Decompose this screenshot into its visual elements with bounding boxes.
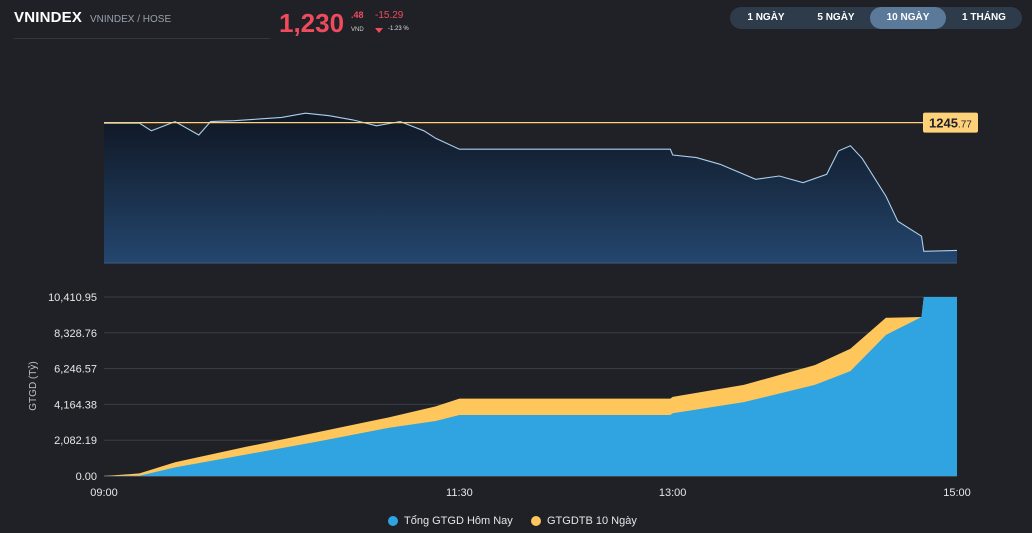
y-tick-label: 6,246.57 (54, 364, 97, 376)
tab-10-days[interactable]: 10 NGÀY (870, 7, 946, 29)
x-tick-label: 09:00 (90, 487, 118, 499)
legend-label-today[interactable]: Tổng GTGD Hôm Nay (404, 515, 513, 527)
x-tick-label: 11:30 (446, 487, 473, 499)
ticker-symbol: VNINDEX (14, 9, 83, 26)
y-tick-label: 10,410.95 (48, 292, 97, 304)
legend-dot-average (531, 516, 541, 526)
x-tick-label: 13:00 (659, 487, 687, 499)
exchange-subtitle: VNINDEX / HOSE (90, 14, 172, 25)
y-tick-label: 2,082.19 (54, 435, 97, 447)
down-arrow-icon (375, 28, 383, 33)
header-underline (14, 38, 270, 39)
chart-legend: Tổng GTGD Hôm Nay GTGDTB 10 Ngày (0, 512, 1032, 530)
range-tabs: 1 NGÀY 5 NGÀY 10 NGÀY 1 THÁNG (730, 7, 1022, 29)
y-tick-label: 8,328.76 (54, 328, 97, 340)
price-change: -15.29 (375, 10, 404, 21)
tab-1-day[interactable]: 1 NGÀY (747, 12, 785, 23)
price-line (104, 112, 958, 252)
legend-label-average[interactable]: GTGDTB 10 Ngày (547, 515, 637, 527)
price-unit: VND (351, 27, 364, 33)
x-tick-label: 15:00 (943, 487, 971, 499)
trading-value-chart: 0.00 2,082.19 4,164.38 6,246.57 8,328.76 10,4… (27, 292, 971, 499)
y-tick-label: 0.00 (76, 471, 97, 483)
tab-1-month[interactable]: 1 THÁNG (962, 12, 1006, 23)
tab-5-days[interactable]: 5 NGÀY (817, 12, 855, 23)
reference-label: 1245.77 (929, 116, 972, 131)
price-decimal: .48 (351, 10, 364, 20)
y-axis-label: GTGD (Tỷ) (27, 361, 39, 410)
header: VNINDEX VNINDEX / HOSE 1,230 .48 VND -15… (0, 0, 1032, 44)
price-change-percent: -1.23 % (388, 26, 409, 32)
price-area (104, 113, 957, 263)
area-today-total (104, 297, 957, 476)
current-price: 1,230 (279, 8, 345, 38)
y-tick-label: 4,164.38 (54, 399, 97, 411)
legend-dot-today (388, 516, 398, 526)
price-chart: 1245.77 (104, 112, 978, 264)
reference-label-box (923, 112, 978, 133)
